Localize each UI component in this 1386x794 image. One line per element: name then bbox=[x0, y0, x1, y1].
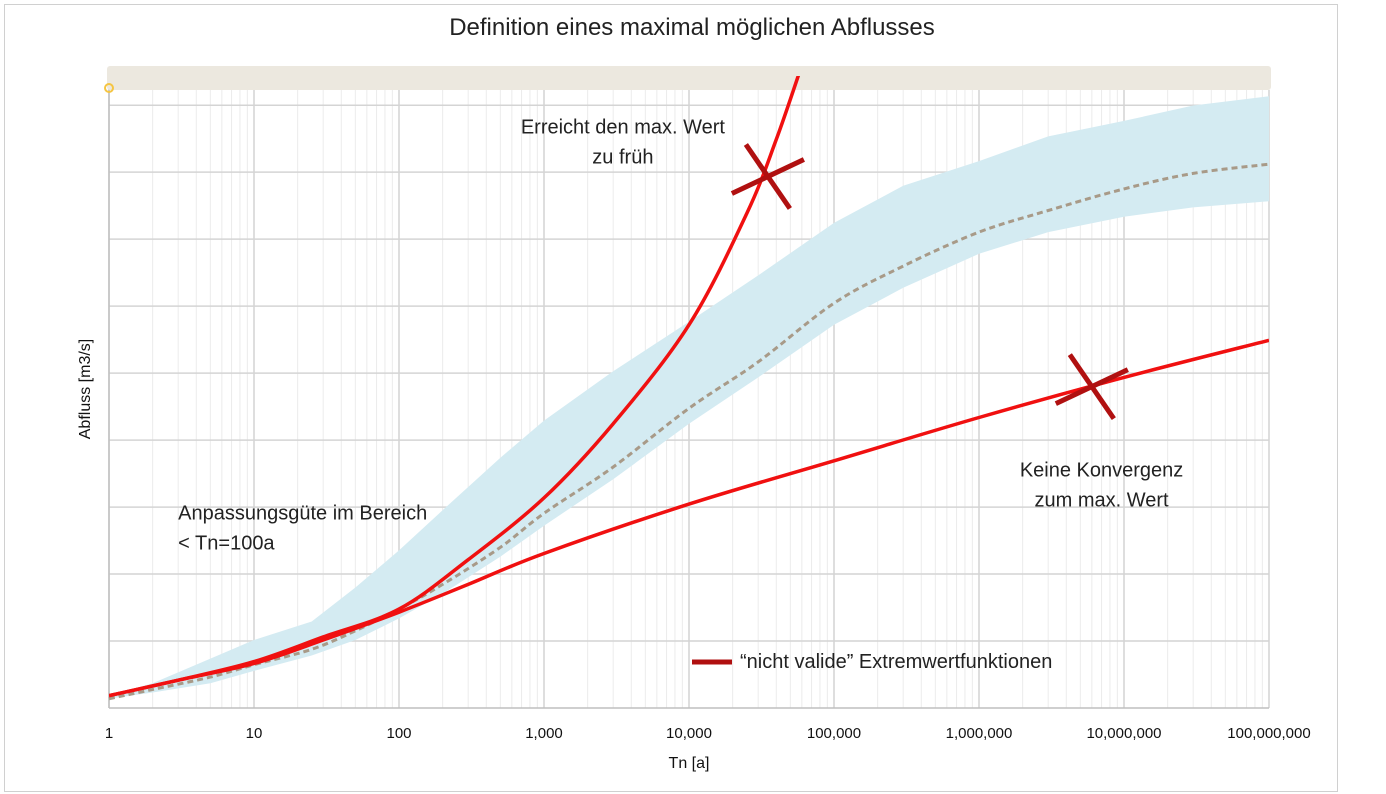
axis-origin-marker bbox=[104, 83, 114, 93]
max-value-band bbox=[107, 66, 1271, 90]
cross-marker-stroke-1 bbox=[743, 143, 792, 210]
x-tick-label: 10,000,000 bbox=[1086, 725, 1161, 742]
annotation-3-line: < Tn=100a bbox=[178, 533, 275, 555]
legend-label: “nicht valide” Extremwertfunktionen bbox=[740, 651, 1052, 673]
x-tick-label: 100,000,000 bbox=[1227, 725, 1310, 742]
chart-title: Definition eines maximal möglichen Abflu… bbox=[449, 14, 935, 41]
x-axis-title: Tn [a] bbox=[669, 755, 710, 772]
x-tick-label: 100,000 bbox=[807, 725, 861, 742]
x-tick-label: 1 bbox=[105, 725, 113, 742]
x-tick-label: 10,000 bbox=[666, 725, 712, 742]
x-tick-label: 1,000,000 bbox=[946, 725, 1013, 742]
median-line bbox=[108, 162, 1270, 701]
annotation-2-line: zum max. Wert bbox=[1034, 489, 1169, 511]
x-tick-label: 1,000 bbox=[525, 725, 563, 742]
annotation-3-line: Anpassungsgüte im Bereich bbox=[178, 503, 427, 525]
annotation-2-line: Keine Konvergenz bbox=[1020, 459, 1183, 481]
annotation-1-line: Erreicht den max. Wert bbox=[521, 116, 726, 138]
x-tick-label: 10 bbox=[246, 725, 263, 742]
annotation-1-line: zu früh bbox=[592, 146, 653, 168]
invalid-function-line-2 bbox=[109, 338, 1269, 698]
x-tick-label: 100 bbox=[386, 725, 411, 742]
confidence-band bbox=[109, 96, 1269, 699]
invalid-function-line-1 bbox=[109, 76, 801, 698]
cross-marker-stroke-2 bbox=[1067, 353, 1116, 421]
y-axis-title: Abfluss [m3/s] bbox=[77, 339, 94, 439]
